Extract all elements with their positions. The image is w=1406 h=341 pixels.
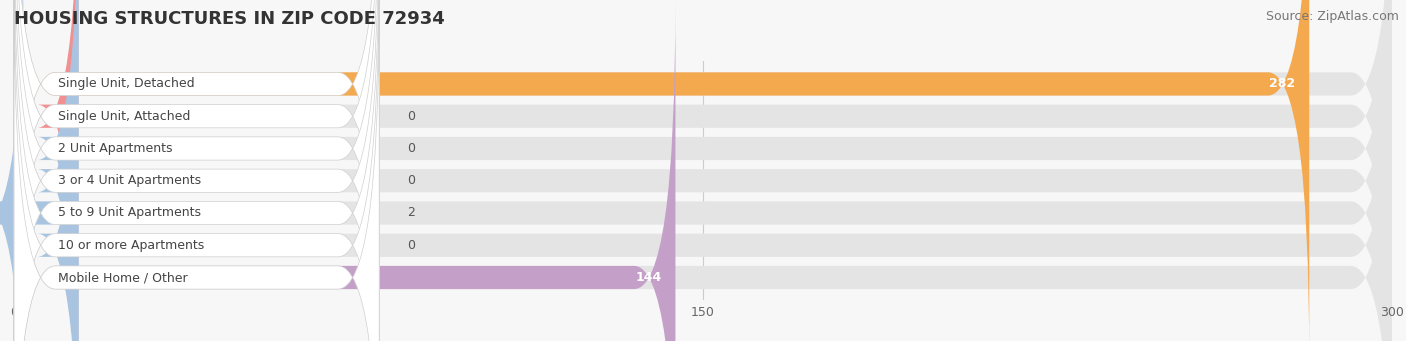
Text: Single Unit, Attached: Single Unit, Attached	[58, 110, 190, 123]
FancyBboxPatch shape	[14, 0, 1309, 341]
FancyBboxPatch shape	[14, 0, 380, 341]
FancyBboxPatch shape	[14, 0, 79, 341]
FancyBboxPatch shape	[14, 0, 380, 341]
FancyBboxPatch shape	[14, 0, 1392, 341]
FancyBboxPatch shape	[14, 0, 1392, 341]
FancyBboxPatch shape	[14, 0, 79, 341]
FancyBboxPatch shape	[14, 0, 1392, 341]
FancyBboxPatch shape	[14, 0, 380, 341]
FancyBboxPatch shape	[14, 0, 1392, 341]
FancyBboxPatch shape	[14, 0, 79, 341]
FancyBboxPatch shape	[14, 0, 1392, 341]
FancyBboxPatch shape	[14, 0, 1392, 341]
Text: HOUSING STRUCTURES IN ZIP CODE 72934: HOUSING STRUCTURES IN ZIP CODE 72934	[14, 10, 444, 28]
FancyBboxPatch shape	[14, 0, 380, 341]
Text: 10 or more Apartments: 10 or more Apartments	[58, 239, 204, 252]
Text: 0: 0	[406, 110, 415, 123]
Text: 0: 0	[406, 239, 415, 252]
Text: Single Unit, Detached: Single Unit, Detached	[58, 77, 194, 90]
FancyBboxPatch shape	[0, 0, 55, 341]
Text: 0: 0	[406, 142, 415, 155]
FancyBboxPatch shape	[14, 0, 79, 341]
Text: 5 to 9 Unit Apartments: 5 to 9 Unit Apartments	[58, 207, 201, 220]
Text: 0: 0	[406, 174, 415, 187]
FancyBboxPatch shape	[14, 0, 1392, 341]
FancyBboxPatch shape	[14, 0, 675, 341]
Text: 144: 144	[636, 271, 662, 284]
FancyBboxPatch shape	[14, 0, 380, 341]
Text: Mobile Home / Other: Mobile Home / Other	[58, 271, 187, 284]
Text: Source: ZipAtlas.com: Source: ZipAtlas.com	[1265, 10, 1399, 23]
Text: 282: 282	[1270, 77, 1295, 90]
FancyBboxPatch shape	[14, 0, 380, 341]
Text: 2: 2	[406, 207, 415, 220]
Text: 3 or 4 Unit Apartments: 3 or 4 Unit Apartments	[58, 174, 201, 187]
Text: 2 Unit Apartments: 2 Unit Apartments	[58, 142, 173, 155]
FancyBboxPatch shape	[14, 0, 380, 341]
